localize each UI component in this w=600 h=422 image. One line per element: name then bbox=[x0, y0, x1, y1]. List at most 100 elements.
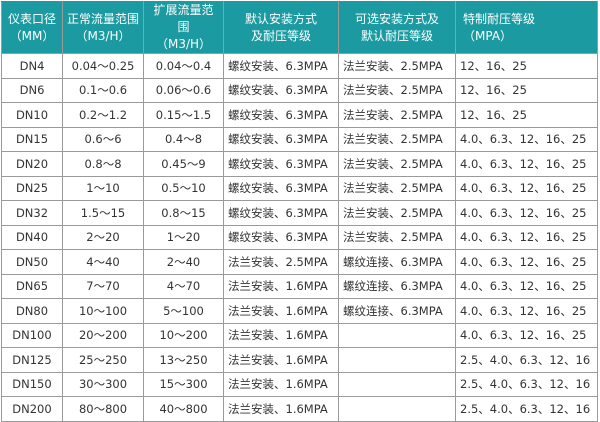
cell-special-pressure: 4.0、6.3、12、16、25 bbox=[455, 151, 598, 177]
cell-optional-install: 螺纹连接、6.3MPA bbox=[338, 273, 456, 299]
cell-default-install: 螺纹安装、6.3MPA bbox=[223, 224, 339, 250]
cell-extended-flow: 40～800 bbox=[143, 396, 224, 422]
header-text: （M3/H） bbox=[155, 37, 212, 51]
cell-default-install: 螺纹安装、6.3MPA bbox=[223, 77, 339, 103]
cell-special-pressure: 4.0、6.3、12、16、25 bbox=[455, 249, 598, 275]
cell-optional-install: 法兰安装、2.5MPA bbox=[338, 175, 456, 201]
cell-diameter: DN20 bbox=[1, 151, 63, 177]
table-row: DN100 20～200 10～200 法兰安装、1.6MPA 4.0、6.3、12、1… bbox=[1, 322, 598, 348]
cell-normal-flow: 0.8～8 bbox=[62, 151, 144, 177]
cell-normal-flow: 20～200 bbox=[62, 322, 144, 348]
cell-optional-install bbox=[338, 371, 456, 397]
cell-optional-install: 法兰安装、2.5MPA bbox=[338, 53, 456, 79]
cell-default-install: 螺纹安装、6.3MPA bbox=[223, 200, 339, 226]
table-row: DN40 2～20 1～20 螺纹安装、6.3MPA 法兰安装、2.5MPA 4.0、6.… bbox=[1, 224, 598, 250]
cell-normal-flow: 0.1～0.6 bbox=[62, 77, 144, 103]
table-row: DN150 30～300 15～300 法兰安装、1.6MPA 2.5、4.0、6.3、… bbox=[1, 371, 598, 397]
cell-normal-flow: 0.6～6 bbox=[62, 126, 144, 152]
cell-optional-install: 螺纹连接、6.3MPA bbox=[338, 249, 456, 275]
cell-default-install: 法兰安装、1.6MPA bbox=[223, 298, 339, 324]
cell-default-install: 法兰安装、2.5MPA bbox=[223, 249, 339, 275]
cell-optional-install: 法兰安装、2.5MPA bbox=[338, 224, 456, 250]
cell-extended-flow: 0.04～0.4 bbox=[143, 53, 224, 79]
table-row: DN4 0.04～0.25 0.04～0.4 螺纹安装、6.3MPA 法兰安装、2.5M… bbox=[1, 53, 598, 79]
header-text: 可选安装方式及 bbox=[354, 11, 439, 26]
cell-optional-install: 法兰安装、2.5MPA bbox=[338, 200, 456, 226]
table-body: DN4 0.04～0.25 0.04～0.4 螺纹安装、6.3MPA 法兰安装、2.5M… bbox=[1, 53, 598, 422]
table-row: DN125 25～250 13～250 法兰安装、1.6MPA 2.5、4.0、6.3、… bbox=[1, 347, 598, 373]
header-text: 默认安装方式 bbox=[244, 11, 317, 26]
cell-optional-install: 法兰安装、2.5MPA bbox=[338, 77, 456, 103]
header-default-install: 默认安装方式 及耐压等级 bbox=[223, 1, 339, 54]
cell-special-pressure: 4.0、6.3、12、16、25 bbox=[455, 200, 598, 226]
cell-extended-flow: 0.06～0.6 bbox=[143, 77, 224, 103]
table-row: DN20 0.8～8 0.45～9 螺纹安装、6.3MPA 法兰安装、2.5MPA 4.0… bbox=[1, 151, 598, 177]
header-diameter: 仪表口径 （MM） bbox=[1, 1, 63, 54]
cell-diameter: DN50 bbox=[1, 249, 63, 275]
cell-extended-flow: 13～250 bbox=[143, 347, 224, 373]
cell-diameter: DN150 bbox=[1, 371, 63, 397]
table-row: DN25 1～10 0.5～10 螺纹安装、6.3MPA 法兰安装、2.5MPA 4.0、… bbox=[1, 175, 598, 201]
header-text: 默认耐压等级 bbox=[360, 28, 433, 43]
cell-special-pressure: 4.0、6.3、12、16、25 bbox=[455, 224, 598, 250]
header-text: 及耐压等级 bbox=[250, 28, 311, 43]
cell-optional-install: 法兰安装、2.5MPA bbox=[338, 151, 456, 177]
cell-normal-flow: 0.2～1.2 bbox=[62, 102, 144, 128]
header-row: 仪表口径 （MM） 正常流量范围 （M3/H） 扩展流量范围 （M3/H） 默认安装方式 及耐… bbox=[1, 1, 598, 54]
cell-special-pressure: 2.5、4.0、6.3、12、16 bbox=[455, 347, 598, 373]
cell-diameter: DN40 bbox=[1, 224, 63, 250]
cell-diameter: DN125 bbox=[1, 347, 63, 373]
cell-normal-flow: 0.04～0.25 bbox=[62, 53, 144, 79]
cell-optional-install bbox=[338, 347, 456, 373]
cell-normal-flow: 25～250 bbox=[62, 347, 144, 373]
cell-extended-flow: 15～300 bbox=[143, 371, 224, 397]
cell-diameter: DN6 bbox=[1, 77, 63, 103]
cell-extended-flow: 10～200 bbox=[143, 322, 224, 348]
cell-optional-install: 法兰安装、2.5MPA bbox=[338, 126, 456, 152]
table-row: DN65 7～70 4～70 法兰安装、1.6MPA 螺纹连接、6.3MPA 4.0、6.… bbox=[1, 273, 598, 299]
cell-diameter: DN4 bbox=[1, 53, 63, 79]
cell-special-pressure: 2.5、4.0、6.3、12、16 bbox=[455, 371, 598, 397]
cell-special-pressure: 4.0、6.3、12、16、25 bbox=[455, 298, 598, 324]
cell-special-pressure: 4.0、6.3、12、16、25 bbox=[455, 175, 598, 201]
cell-normal-flow: 7～70 bbox=[62, 273, 144, 299]
cell-normal-flow: 1～10 bbox=[62, 175, 144, 201]
cell-diameter: DN65 bbox=[1, 273, 63, 299]
cell-optional-install bbox=[338, 396, 456, 422]
table-row: DN15 0.6～6 0.4～8 螺纹安装、6.3MPA 法兰安装、2.5MPA 4.0、… bbox=[1, 126, 598, 152]
table-row: DN32 1.5～15 0.8～15 螺纹安装、6.3MPA 法兰安装、2.5MPA 4.… bbox=[1, 200, 598, 226]
cell-default-install: 法兰安装、1.6MPA bbox=[223, 322, 339, 348]
header-optional-install: 可选安装方式及 默认耐压等级 bbox=[338, 1, 456, 54]
cell-extended-flow: 0.5～10 bbox=[143, 175, 224, 201]
header-text: （MM） bbox=[9, 28, 55, 43]
cell-diameter: DN200 bbox=[1, 396, 63, 422]
cell-default-install: 法兰安装、1.6MPA bbox=[223, 347, 339, 373]
table-row: DN10 0.2～1.2 0.15～1.5 螺纹安装、6.3MPA 法兰安装、2.5MP… bbox=[1, 102, 598, 128]
cell-diameter: DN15 bbox=[1, 126, 63, 152]
cell-extended-flow: 4～70 bbox=[143, 273, 224, 299]
cell-extended-flow: 1～20 bbox=[143, 224, 224, 250]
cell-optional-install bbox=[338, 322, 456, 348]
cell-diameter: DN10 bbox=[1, 102, 63, 128]
header-extended-flow: 扩展流量范围 （M3/H） bbox=[143, 1, 224, 54]
header-text: （MPA） bbox=[463, 28, 513, 43]
cell-diameter: DN32 bbox=[1, 200, 63, 226]
cell-special-pressure: 4.0、6.3、12、16、25 bbox=[455, 322, 598, 348]
cell-normal-flow: 30～300 bbox=[62, 371, 144, 397]
cell-normal-flow: 1.5～15 bbox=[62, 200, 144, 226]
cell-special-pressure: 4.0、6.3、12、16、25 bbox=[455, 273, 598, 299]
cell-default-install: 法兰安装、1.6MPA bbox=[223, 396, 339, 422]
header-text: （M3/H） bbox=[75, 28, 131, 43]
cell-optional-install: 螺纹连接、6.3MPA bbox=[338, 298, 456, 324]
header-text: 扩展流量范围 bbox=[153, 3, 214, 34]
cell-normal-flow: 80～800 bbox=[62, 396, 144, 422]
cell-optional-install: 法兰安装、2.5MPA bbox=[338, 102, 456, 128]
cell-special-pressure: 4.0、6.3、12、16、25 bbox=[455, 126, 598, 152]
cell-normal-flow: 4～40 bbox=[62, 249, 144, 275]
cell-extended-flow: 0.45～9 bbox=[143, 151, 224, 177]
table-row: DN6 0.1～0.6 0.06～0.6 螺纹安装、6.3MPA 法兰安装、2.5MPA… bbox=[1, 77, 598, 103]
cell-diameter: DN25 bbox=[1, 175, 63, 201]
cell-extended-flow: 0.15～1.5 bbox=[143, 102, 224, 128]
cell-normal-flow: 10～100 bbox=[62, 298, 144, 324]
table-row: DN80 10～100 5～100 法兰安装、1.6MPA 螺纹连接、6.3MPA 4.0… bbox=[1, 298, 598, 324]
